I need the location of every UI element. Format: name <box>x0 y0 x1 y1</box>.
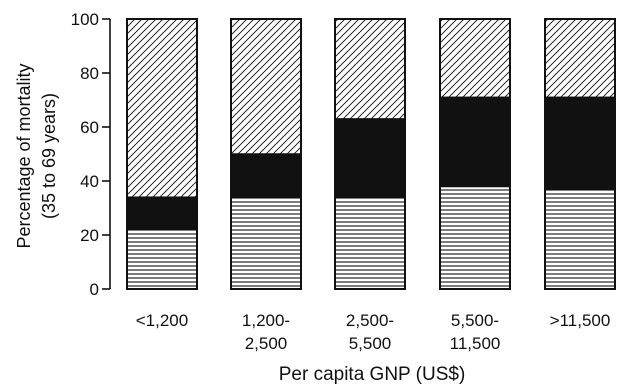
x-category-label: 2,500-5,500 <box>346 311 394 353</box>
bar-outline <box>544 18 616 290</box>
y-axis-label-line: Percentage of mortality <box>14 63 34 248</box>
bar-group-2 <box>230 18 302 290</box>
bar-group-1 <box>126 18 198 290</box>
x-category-label: >11,500 <box>550 311 611 330</box>
bar-segment-horizontal-lines <box>126 228 198 290</box>
bar-segment-diagonal-hatch <box>439 18 511 99</box>
bar-segment-diagonal-hatch <box>544 18 616 99</box>
y-tick-label: 40 <box>80 172 99 191</box>
bar-group-5 <box>544 18 616 290</box>
y-axis: 0 20 40 60 80 100 <box>71 10 111 299</box>
y-tick-label: 0 <box>90 280 99 299</box>
bar-group-4 <box>439 18 511 290</box>
bar-segment-diagonal-hatch <box>230 18 302 155</box>
bar-outline <box>126 18 198 290</box>
bar-segment-solid-black <box>230 153 302 198</box>
bar-group-3 <box>334 18 406 290</box>
bar-outline <box>230 18 302 290</box>
bar-outline <box>334 18 406 290</box>
bar-segment-horizontal-lines <box>230 196 302 290</box>
bar-segment-horizontal-lines <box>334 196 406 290</box>
y-axis-label-line: (35 to 69 years) <box>39 93 59 219</box>
y-tick-label: 60 <box>80 118 99 137</box>
x-category-label: 5,500-11,500 <box>450 311 501 353</box>
bar-segment-horizontal-lines <box>544 188 616 290</box>
bar-segment-horizontal-lines <box>439 185 511 290</box>
x-axis-label: Per capita GNP (US$) <box>279 364 466 385</box>
bar-segment-solid-black <box>544 96 616 190</box>
y-tick-label: 80 <box>80 64 99 83</box>
y-axis-label: Percentage of mortality (35 to 69 years) <box>14 63 59 248</box>
bar-outline <box>439 18 511 290</box>
y-tick-label: 20 <box>80 226 99 245</box>
x-category-label: 1,200-2,500 <box>242 311 290 353</box>
bars-layer <box>126 18 616 290</box>
bar-segment-solid-black <box>126 196 198 231</box>
x-axis-categories: <1,200 1,200-2,500 2,500-5,500 5,500-11,500… <box>136 311 611 353</box>
bar-segment-diagonal-hatch <box>334 18 406 120</box>
bar-segment-diagonal-hatch <box>126 18 198 198</box>
bar-segment-solid-black <box>334 118 406 198</box>
y-tick-label: 100 <box>71 10 99 29</box>
bar-segment-solid-black <box>439 96 511 188</box>
x-category-label: <1,200 <box>136 311 188 330</box>
